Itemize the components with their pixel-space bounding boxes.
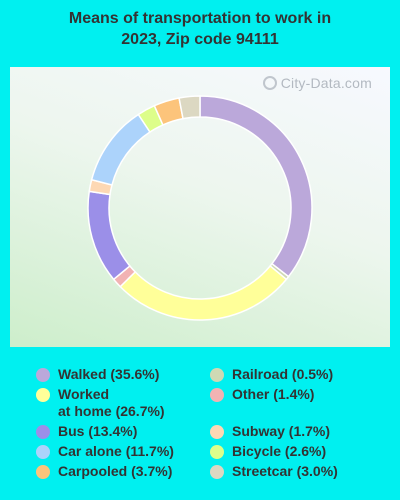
legend-label: Bus (13.4%) xyxy=(58,423,138,439)
legend-label: Subway (1.7%) xyxy=(232,423,331,439)
legend-label: Worked at home (26.7%) xyxy=(58,386,165,419)
legend-item-carpooled: Carpooled (3.7%) xyxy=(36,463,172,480)
legend-swatch xyxy=(36,465,50,479)
donut-chart xyxy=(87,95,313,321)
slice-car-alone xyxy=(90,113,151,186)
legend-item-streetcar: Streetcar (3.0%) xyxy=(210,463,338,480)
legend-swatch xyxy=(210,445,224,459)
legend-item-railroad: Railroad (0.5%) xyxy=(210,366,333,383)
chart-area: City-Data.com xyxy=(10,67,390,347)
magnifier-icon xyxy=(262,76,277,90)
legend-item-bus: Bus (13.4%) xyxy=(36,423,137,440)
legend-swatch xyxy=(36,445,50,459)
watermark: City-Data.com xyxy=(262,75,372,91)
legend-label: Car alone (11.7%) xyxy=(58,443,174,459)
slice-walked xyxy=(199,95,313,278)
legend-item-other: Other (1.4%) xyxy=(210,386,314,403)
legend-item-bicycle: Bicycle (2.6%) xyxy=(210,443,326,460)
legend-item-subway: Subway (1.7%) xyxy=(210,423,330,440)
slice-bus xyxy=(87,190,131,281)
legend-swatch xyxy=(210,368,224,382)
slice-streetcar xyxy=(178,95,201,120)
chart-title: Means of transportation to work in 2023, … xyxy=(68,10,332,48)
legend-item-worked-at-home: Worked at home (26.7%) xyxy=(36,386,165,420)
legend-swatch xyxy=(210,465,224,479)
legend-item-car-alone: Car alone (11.7%) xyxy=(36,443,174,460)
legend-item-walked: Walked (35.6%) xyxy=(36,366,159,383)
legend-swatch xyxy=(210,388,224,402)
slice-worked-at-home xyxy=(119,264,288,321)
legend-label: Walked (35.6%) xyxy=(58,366,160,382)
legend-swatch xyxy=(36,368,50,382)
legend-swatch xyxy=(36,425,50,439)
legend-label: Railroad (0.5%) xyxy=(232,366,334,382)
legend-label: Streetcar (3.0%) xyxy=(232,463,338,479)
watermark-text: City-Data.com xyxy=(280,75,372,91)
legend-swatch xyxy=(36,388,50,402)
legend-swatch xyxy=(210,425,224,439)
legend-label: Other (1.4%) xyxy=(232,386,315,402)
legend-label: Carpooled (3.7%) xyxy=(58,463,173,479)
legend-label: Bicycle (2.6%) xyxy=(232,443,327,459)
